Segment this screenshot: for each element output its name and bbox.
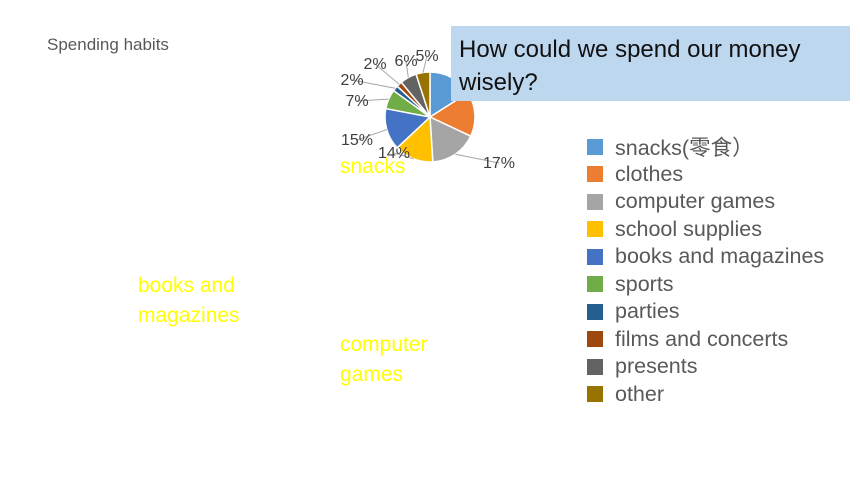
leader-line — [422, 55, 428, 73]
pie-slice — [429, 115, 472, 163]
leader-line — [405, 60, 409, 78]
data-label: 7% — [345, 93, 368, 110]
legend-label: clothes — [615, 161, 684, 186]
overlay-label-games: computer games — [340, 333, 428, 386]
legend-swatch — [587, 303, 603, 320]
leader-line — [356, 129, 387, 141]
legend-item: parties — [587, 298, 824, 326]
leader-line — [393, 152, 414, 160]
overlay-label-snacks: snacks — [340, 155, 406, 178]
legend-item: other — [587, 381, 824, 409]
data-label: 6% — [394, 53, 417, 70]
chart-legend: snacks(零食） clothes computer games school su… — [587, 133, 824, 408]
leader-line — [374, 63, 400, 85]
legend-label: school supplies — [615, 216, 763, 241]
data-label: 5% — [415, 48, 438, 65]
question-callout: How could we spend our money wisely? — [451, 26, 850, 101]
legend-label: snacks(零食） — [615, 136, 754, 161]
legend-swatch — [587, 138, 603, 155]
legend-item: computer games — [587, 188, 824, 216]
legend-item: snacks(零食） — [587, 133, 824, 161]
overlay-label-books: books and magazines — [138, 274, 240, 327]
legend-label: other — [615, 381, 665, 406]
data-label: 2% — [363, 56, 386, 73]
legend-swatch — [587, 358, 603, 375]
legend-label: parties — [615, 299, 680, 324]
legend-item: sports — [587, 271, 824, 299]
legend-swatch — [587, 276, 603, 293]
legend-swatch — [587, 166, 603, 183]
data-label: 14% — [378, 145, 410, 162]
legend-label: films and concerts — [615, 326, 789, 351]
legend-swatch — [587, 221, 603, 238]
legend-swatch — [587, 248, 603, 265]
legend-label: books and magazines — [615, 244, 825, 269]
legend-label: computer games — [615, 189, 776, 214]
slide-title: Spending habits — [47, 35, 169, 54]
legend-swatch — [587, 386, 603, 403]
leader-line — [356, 98, 389, 102]
data-label: 15% — [341, 132, 373, 149]
legend-item: films and concerts — [587, 326, 824, 354]
data-label: 17% — [483, 155, 515, 172]
legend-label: presents — [615, 354, 698, 379]
legend-item: books and magazines — [587, 243, 824, 271]
legend-item: presents — [587, 353, 824, 381]
legend-swatch — [587, 331, 603, 348]
leader-line — [351, 79, 396, 89]
legend-swatch — [587, 193, 603, 210]
legend-item: school supplies — [587, 216, 824, 244]
leader-line — [455, 153, 500, 164]
legend-label: sports — [615, 271, 674, 296]
legend-item: clothes — [587, 161, 824, 189]
data-label: 2% — [340, 72, 363, 89]
